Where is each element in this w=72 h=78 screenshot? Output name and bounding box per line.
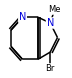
Text: N: N bbox=[19, 12, 26, 22]
Text: Me: Me bbox=[48, 5, 61, 14]
Text: N: N bbox=[47, 18, 54, 28]
Text: Br: Br bbox=[46, 64, 55, 73]
